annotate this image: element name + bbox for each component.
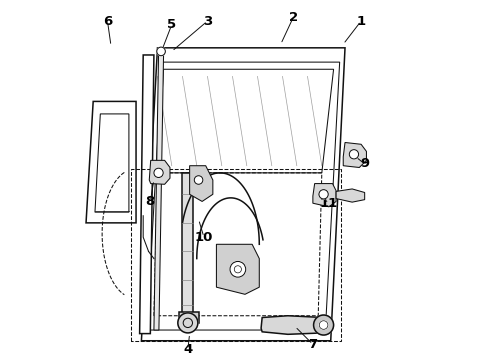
Polygon shape [343,143,367,167]
Polygon shape [142,48,345,341]
Polygon shape [86,102,136,223]
Polygon shape [336,189,365,202]
Circle shape [178,313,198,333]
Circle shape [230,261,245,277]
Circle shape [319,190,328,199]
Polygon shape [154,55,164,330]
Circle shape [194,176,203,184]
Polygon shape [149,160,170,184]
Polygon shape [261,316,329,334]
Text: 10: 10 [195,231,213,244]
Polygon shape [190,166,213,202]
Text: 11: 11 [320,197,338,210]
Text: 2: 2 [289,11,298,24]
Text: 8: 8 [146,195,155,208]
Text: 6: 6 [103,14,112,27]
Text: 4: 4 [183,343,193,356]
Polygon shape [140,55,154,334]
Circle shape [154,168,163,177]
Polygon shape [313,184,336,207]
Text: 5: 5 [167,18,176,31]
Text: 7: 7 [308,338,318,351]
Polygon shape [182,173,193,323]
Circle shape [319,321,328,329]
Polygon shape [179,312,198,323]
Circle shape [157,47,165,56]
Polygon shape [217,244,259,294]
Text: 1: 1 [357,14,366,27]
Circle shape [314,315,334,335]
Text: 9: 9 [360,157,369,170]
Circle shape [349,150,359,159]
Text: 3: 3 [203,14,212,27]
